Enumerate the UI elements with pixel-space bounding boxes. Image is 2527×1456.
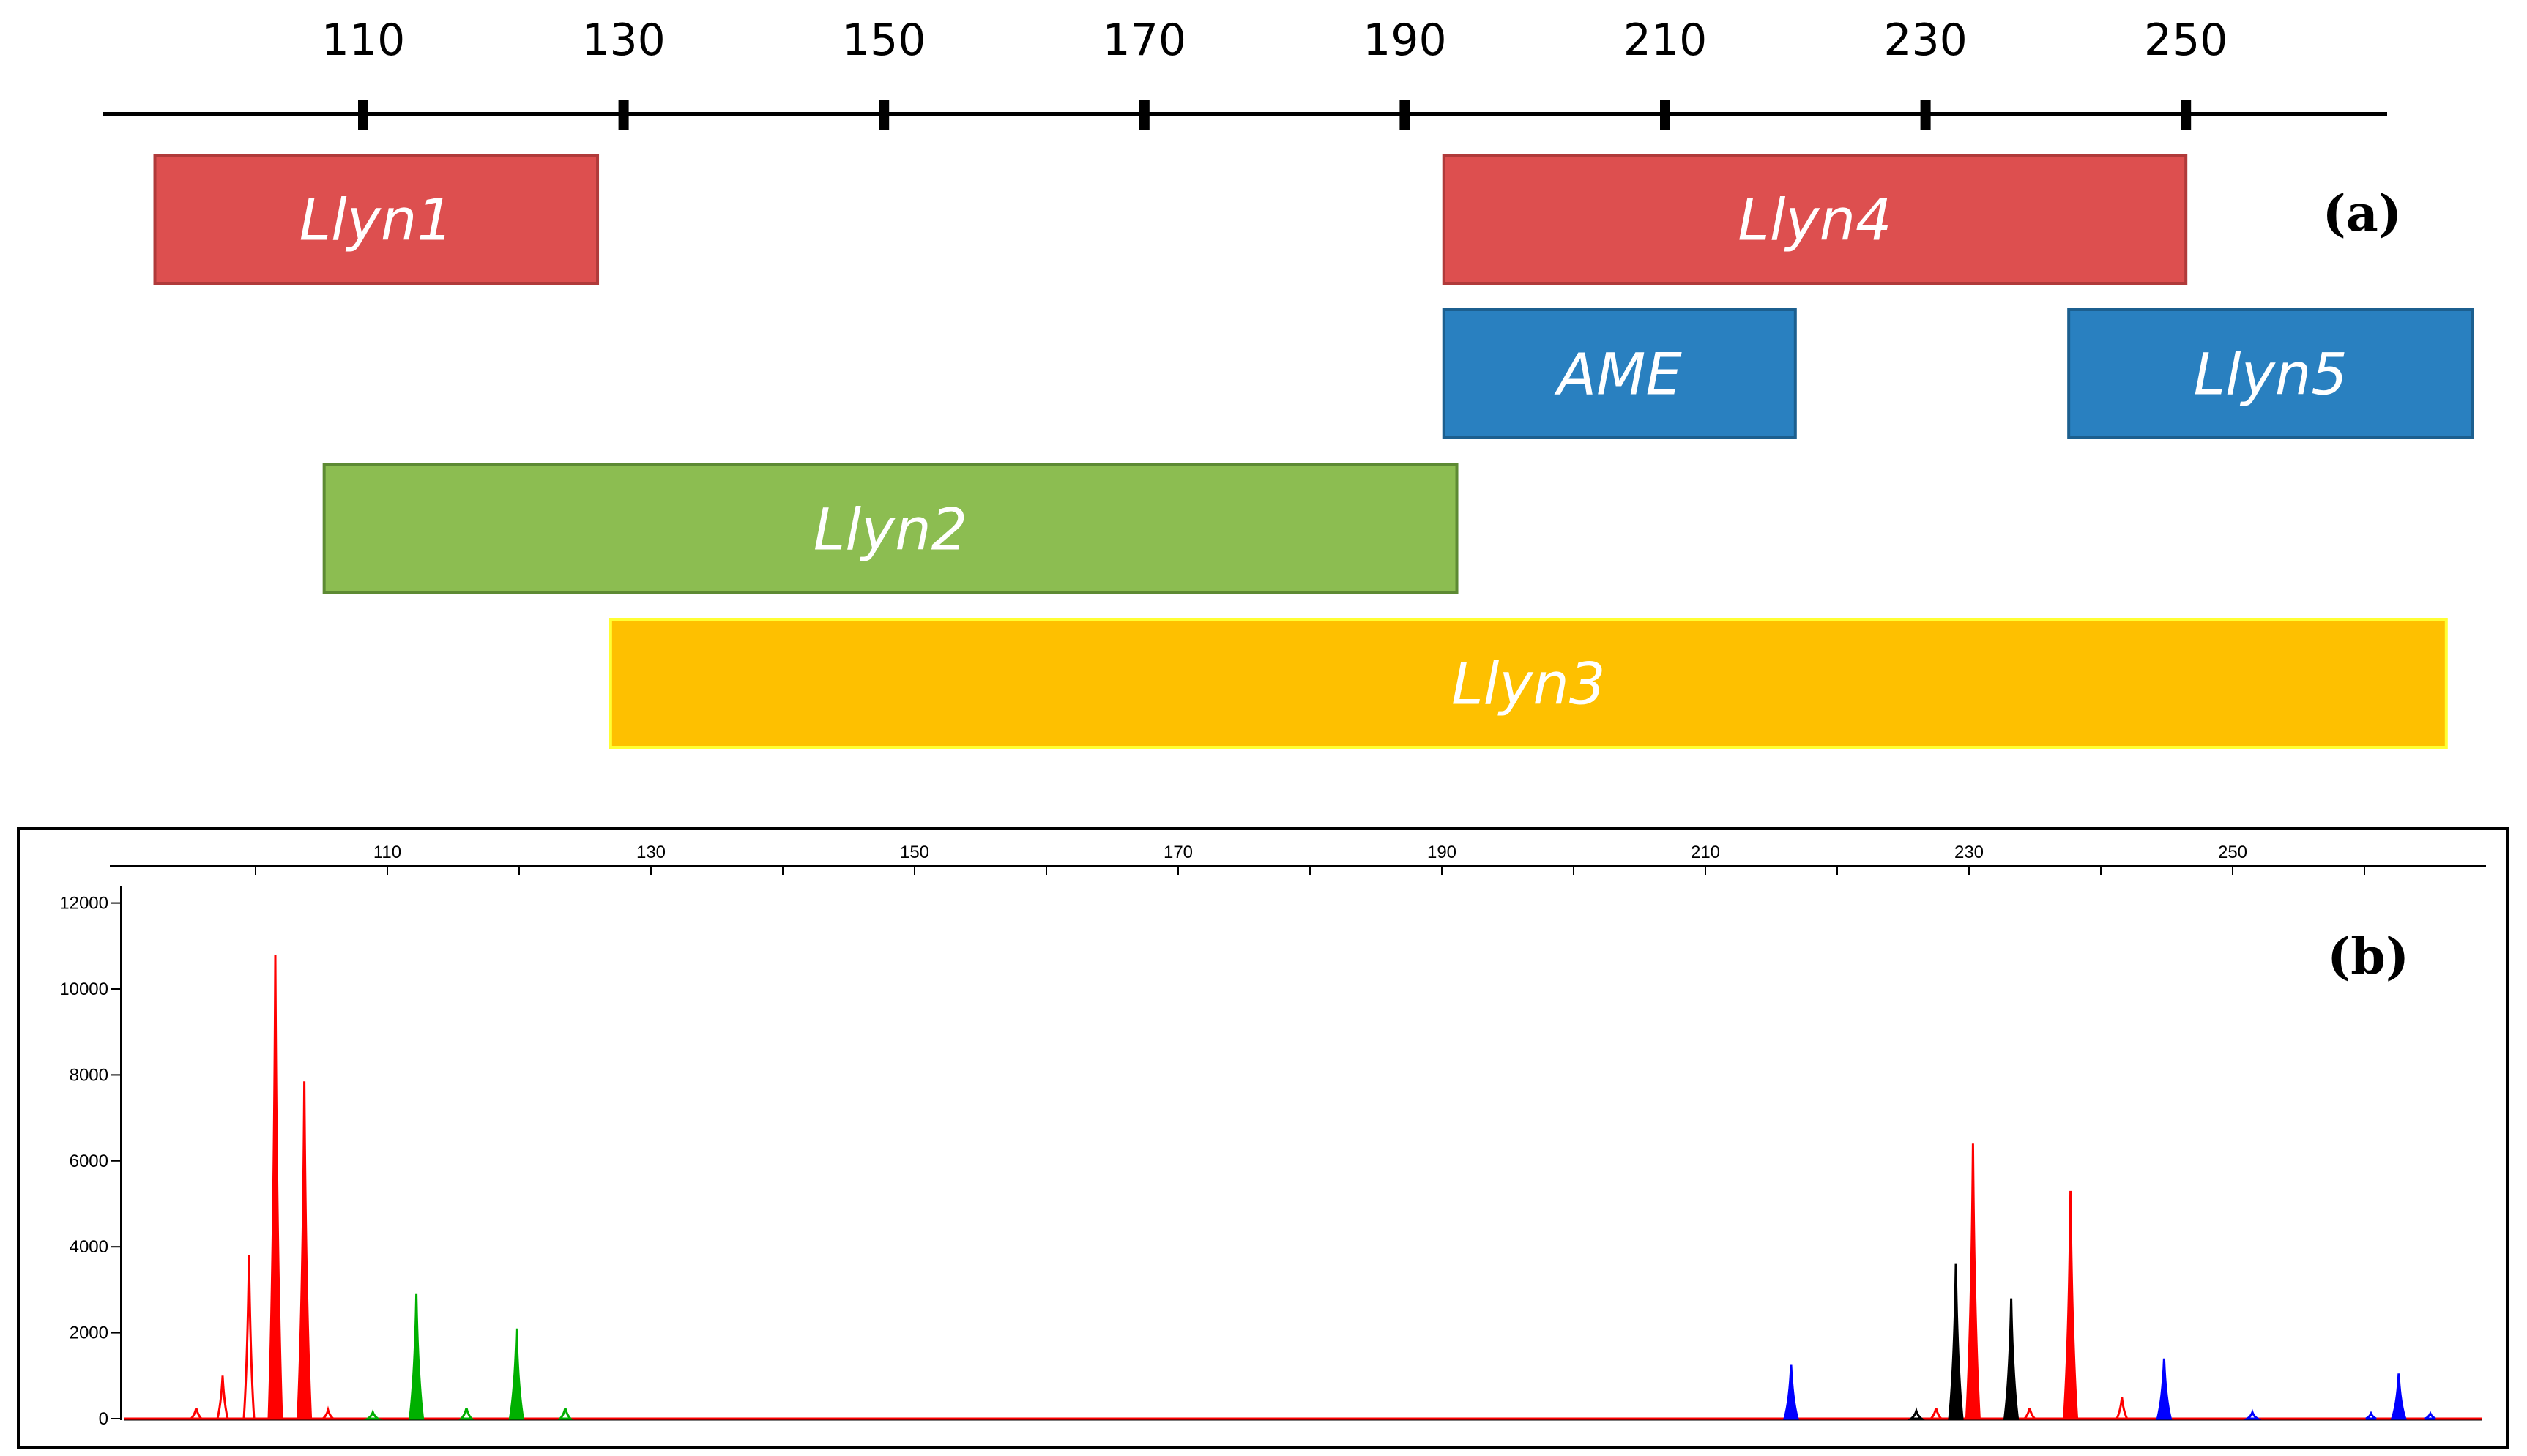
range-label: Llyn3 [1451,652,1605,718]
panel-a-tick-label: 170 [1103,15,1187,66]
panel-a-tick-mark [1660,100,1670,130]
panel-a-tick-mark [1139,100,1150,130]
peak-blue [2424,1411,2436,1420]
panel-a-tick-mark [879,100,890,130]
peak-blue [1783,1364,1799,1420]
peak-blue [2365,1411,2377,1420]
panel-a-tick-mark [618,100,629,130]
panel-b-y-tick-label: 12000 [59,894,108,914]
panel-b-x-tick-label: 210 [1691,843,1720,862]
range-bar [609,618,2448,749]
panel-b: 110 130 150 170 190 210 230 250 0 2000 4000 6000 800… [17,827,2509,1449]
panel-b-peaks [124,955,2482,1421]
peak-green [557,1407,573,1420]
panel-b-label: (b) [2327,927,2409,986]
peak-red [267,955,283,1420]
panel-b-x-tick-label: 230 [1954,843,1984,862]
peak-black [1908,1407,1925,1420]
panel-b-x-tick-label: 150 [900,843,929,862]
panel-a-tick-mark [2181,100,2192,130]
range-bar [1442,308,1797,439]
panel-a-tick-mark [1399,100,1410,130]
peak-red [1965,1143,1981,1420]
panel-b-x-tick-label: 110 [373,843,401,862]
panel-b-y-tick-label: 6000 [70,1151,108,1171]
panel-a-tick-label: 230 [1883,15,1968,66]
panel-b-y-tick-label: 4000 [70,1237,108,1257]
panel-b-y-tick-label: 2000 [70,1324,108,1343]
range-bar [322,463,1459,594]
panel-a-ticks: 110 130 150 170 190 210 230 250 [321,15,2228,130]
panel-a-tick-mark [358,100,368,130]
panel-a-tick-label: 210 [1623,15,1708,66]
panel-b-axes: 110 130 150 170 190 210 230 250 0 2000 4000 6000 800… [59,843,2486,1429]
peak-blue [2156,1358,2173,1420]
peak-red [2022,1407,2038,1420]
panel-b-x-tick-label: 130 [636,843,666,862]
peak-red [319,1405,337,1420]
peak-red [2115,1397,2129,1420]
panel-a-tick-label: 150 [842,15,926,66]
panel-b-frame [17,827,2509,1449]
panel-b-x-tick-label: 250 [2218,843,2247,862]
range-label: Llyn1 [299,188,453,254]
panel-a-label: (a) [2323,184,2402,243]
range-bar [1442,154,2188,285]
peak-green [458,1407,474,1420]
panel-a-tick-label: 110 [321,15,406,66]
range-label: AME [1554,343,1683,408]
range-bar [2067,308,2474,439]
peak-blue [2243,1408,2262,1420]
range-label: Llyn4 [1738,188,1891,254]
panel-b-y-tick-label: 8000 [70,1065,108,1085]
range-label: Llyn5 [2194,343,2348,408]
peak-green [363,1408,382,1420]
peak-green [508,1328,525,1420]
peak-red [297,1081,313,1420]
panel-b-x-tick-label: 190 [1427,843,1456,862]
peak-red [242,1255,256,1420]
peak-blue [2390,1373,2407,1420]
peak-red [188,1407,204,1420]
peak-red [1928,1407,1944,1420]
peak-green [408,1293,425,1420]
panel-b-y-tick-label: 0 [99,1409,108,1429]
peak-red [216,1375,229,1420]
panel-b-x-tick-label: 170 [1164,843,1193,862]
panel-b-y-tick-label: 10000 [59,979,108,999]
panel-a-tick-label: 130 [581,15,666,66]
panel-a-ranges: Llyn1 Llyn4 AME Llyn5 Llyn2 Llyn3 [153,154,2474,749]
peak-red [2063,1190,2079,1420]
peak-black [2003,1298,2020,1420]
panel-a-tick-mark [1920,100,1931,130]
panel-a-tick-label: 250 [2144,15,2228,66]
panel-a-tick-label: 190 [1363,15,1447,66]
range-bar [153,154,600,285]
peak-black [1948,1263,1964,1420]
range-label: Llyn2 [814,498,967,564]
